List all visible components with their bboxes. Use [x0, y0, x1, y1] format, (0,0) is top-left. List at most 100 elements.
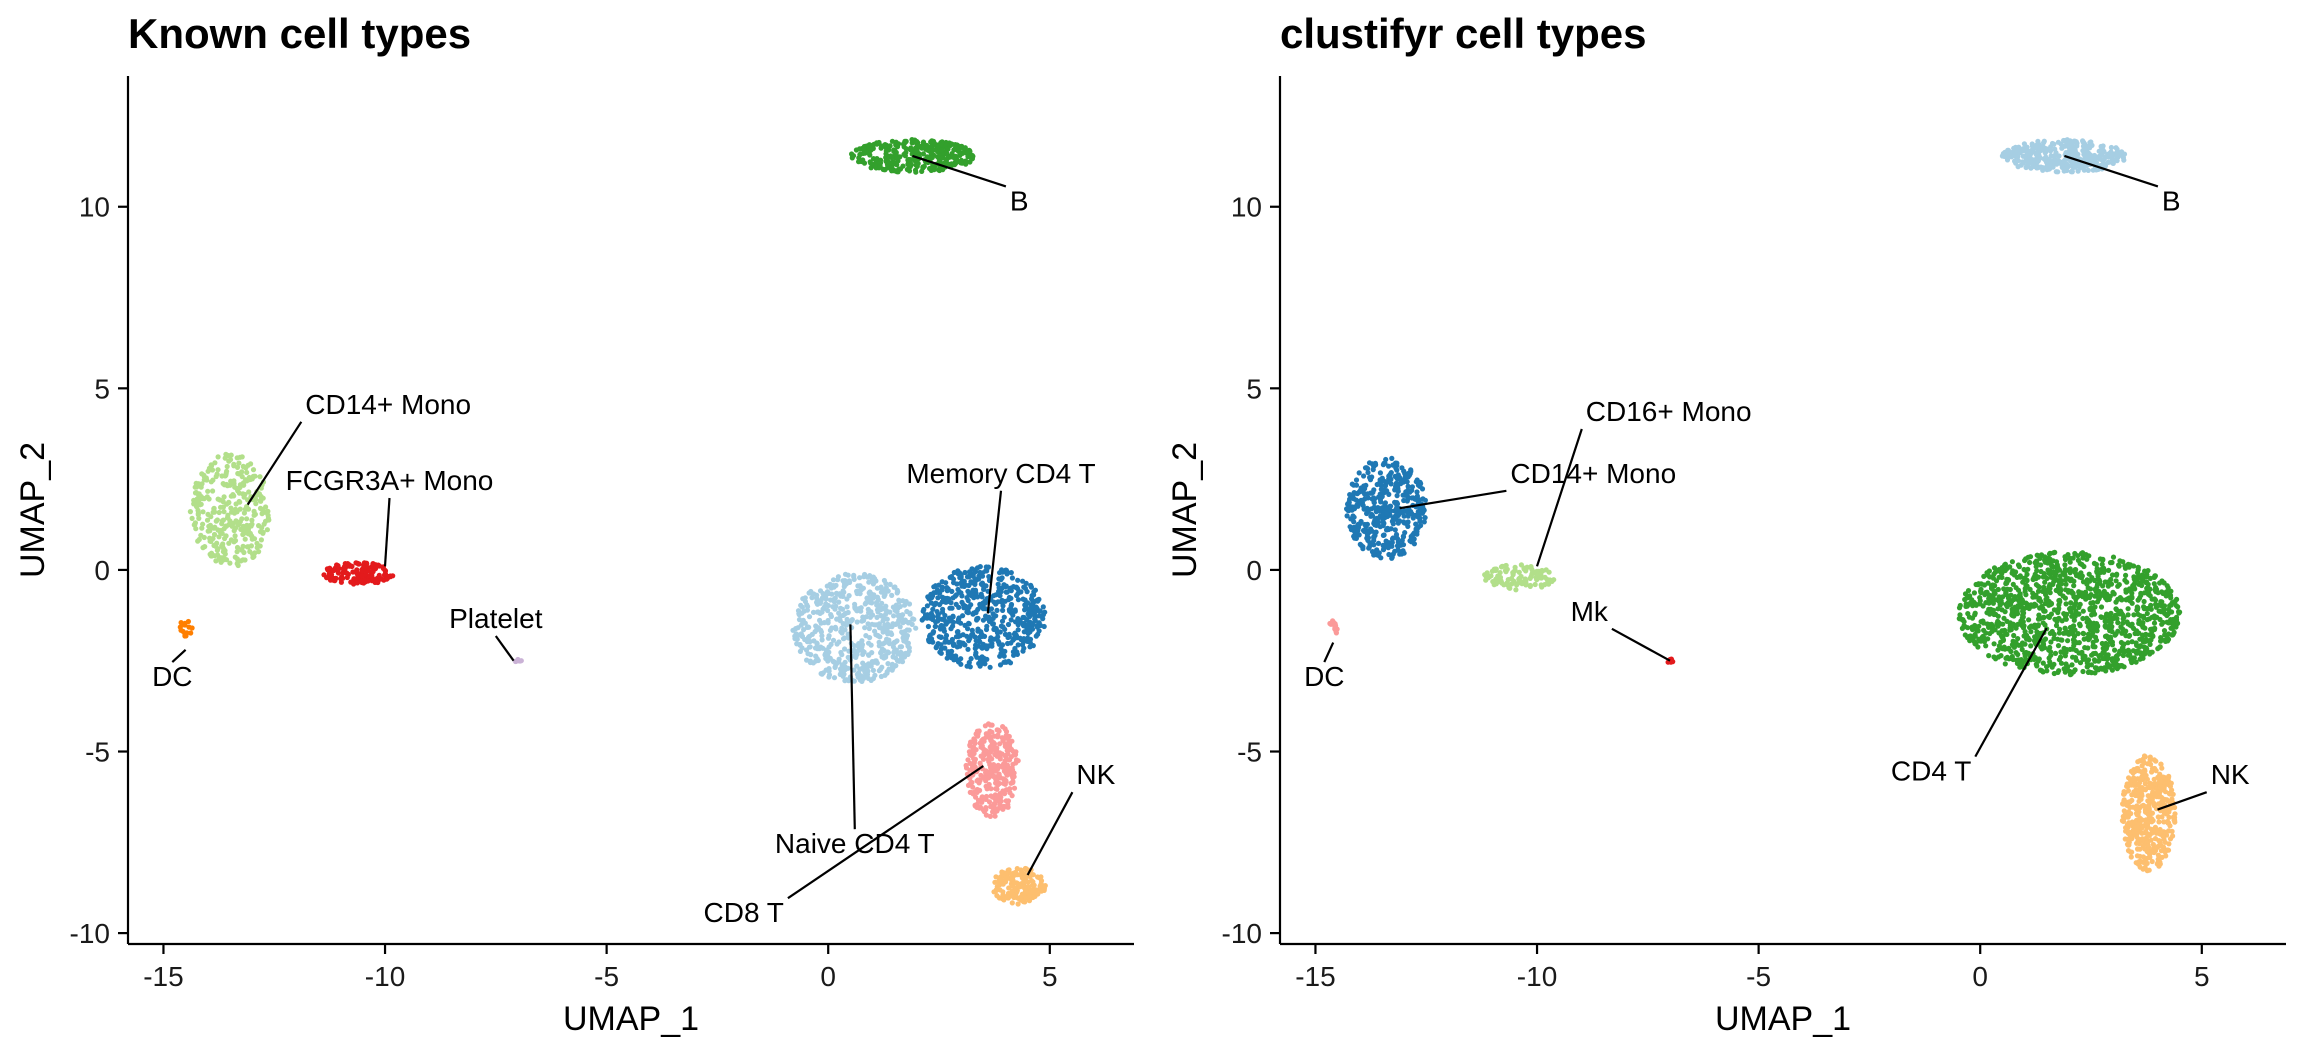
data-point	[975, 606, 981, 613]
data-point	[2062, 138, 2069, 144]
data-point	[1036, 875, 1042, 881]
data-point	[1330, 618, 1336, 624]
data-point	[1000, 724, 1006, 730]
data-point	[858, 666, 864, 672]
data-point	[2125, 640, 2131, 646]
data-point	[2051, 661, 2057, 668]
data-point	[2116, 562, 2122, 568]
cluster-memory-cd4-t	[919, 564, 1048, 670]
data-point	[2048, 639, 2054, 645]
data-point	[2113, 654, 2119, 660]
data-point	[1035, 891, 1041, 897]
data-point	[1027, 636, 1034, 642]
data-point	[2153, 768, 2159, 774]
data-point	[1404, 479, 1410, 485]
data-point	[2143, 606, 2149, 612]
data-point	[2113, 578, 2119, 584]
data-point	[808, 652, 814, 658]
data-point	[2084, 154, 2090, 160]
data-point	[1009, 900, 1015, 906]
data-point	[1389, 539, 1395, 546]
data-point	[1002, 648, 1008, 655]
data-point	[210, 488, 216, 494]
data-point	[988, 786, 994, 792]
data-point	[2150, 632, 2156, 639]
data-point	[2002, 661, 2008, 667]
data-point	[920, 151, 927, 157]
data-point	[1514, 582, 1520, 588]
data-point	[870, 581, 877, 587]
data-point	[862, 625, 868, 631]
data-point	[966, 659, 972, 666]
data-point	[2133, 659, 2139, 665]
data-point	[2121, 797, 2127, 803]
x-tick-label: -5	[594, 961, 619, 992]
data-point	[838, 629, 844, 635]
data-point	[1388, 503, 1394, 509]
data-point	[185, 618, 191, 625]
data-point	[224, 483, 231, 489]
data-point	[2118, 608, 2124, 614]
data-point	[2042, 622, 2048, 628]
data-point	[2070, 654, 2076, 660]
data-point	[1396, 542, 1403, 549]
data-point	[2139, 578, 2145, 585]
data-point	[211, 525, 217, 531]
data-point	[1404, 509, 1410, 515]
data-point	[2168, 595, 2174, 601]
data-point	[944, 150, 950, 156]
data-point	[1416, 497, 1422, 503]
data-point	[1981, 573, 1987, 580]
data-point	[192, 522, 198, 528]
data-point	[2020, 579, 2026, 585]
data-point	[1009, 793, 1015, 799]
data-point	[983, 812, 990, 818]
data-point	[1006, 594, 1013, 601]
data-point	[1378, 482, 1384, 488]
data-point	[886, 639, 892, 646]
data-point	[217, 529, 223, 535]
data-point	[2019, 597, 2025, 603]
data-point	[1029, 601, 1035, 608]
data-point	[215, 454, 221, 460]
data-point	[875, 609, 881, 615]
data-point	[2144, 860, 2150, 867]
data-point	[195, 512, 201, 518]
data-point	[2103, 640, 2109, 647]
data-point	[1003, 787, 1010, 793]
data-point	[883, 603, 889, 609]
data-point	[969, 566, 975, 572]
data-point	[890, 644, 897, 650]
data-point	[2033, 582, 2039, 588]
data-point	[2044, 668, 2050, 674]
data-point	[2069, 662, 2075, 668]
data-point	[1513, 587, 1519, 593]
data-point	[2027, 559, 2033, 566]
data-point	[1351, 496, 1357, 502]
data-point	[234, 561, 240, 567]
data-point	[2051, 670, 2057, 677]
data-point	[2018, 642, 2025, 649]
data-point	[955, 568, 961, 574]
data-point	[1347, 524, 1353, 530]
data-point	[963, 158, 969, 164]
points-known	[177, 137, 1048, 907]
data-point	[1006, 738, 1012, 744]
data-point	[943, 636, 949, 642]
data-point	[2033, 602, 2039, 608]
data-point	[981, 752, 987, 758]
data-point	[236, 460, 242, 466]
data-point	[2156, 819, 2162, 825]
data-point	[1032, 616, 1038, 622]
data-point	[251, 512, 257, 518]
data-point	[1967, 601, 1973, 607]
data-point	[986, 614, 992, 620]
data-point	[2135, 564, 2141, 571]
data-point	[949, 648, 955, 654]
data-point	[997, 662, 1004, 668]
data-point	[2007, 597, 2013, 603]
data-point	[2011, 596, 2017, 603]
data-point	[969, 627, 975, 634]
data-point	[1995, 586, 2001, 593]
data-point	[890, 621, 896, 627]
